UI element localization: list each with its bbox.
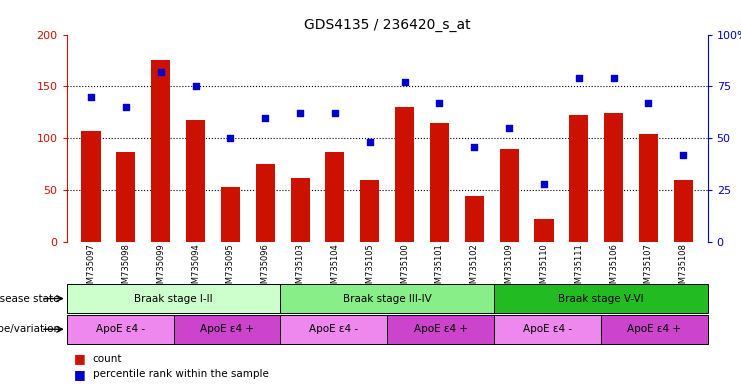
- Point: [677, 152, 689, 158]
- Point: [503, 125, 515, 131]
- Point: [225, 135, 236, 141]
- Text: percentile rank within the sample: percentile rank within the sample: [93, 369, 268, 379]
- Bar: [639, 134, 658, 242]
- Point: [190, 83, 202, 89]
- Bar: [601, 315, 708, 344]
- Text: ApoE ε4 -: ApoE ε4 -: [309, 324, 359, 334]
- Text: ApoE ε4 -: ApoE ε4 -: [96, 324, 144, 334]
- Bar: [280, 315, 387, 344]
- Text: disease state: disease state: [0, 293, 63, 304]
- Bar: [67, 284, 280, 313]
- Bar: [569, 116, 588, 242]
- Bar: [173, 315, 280, 344]
- Text: ApoE ε4 +: ApoE ε4 +: [413, 324, 468, 334]
- Point: [468, 144, 480, 150]
- Point: [85, 94, 97, 100]
- Bar: [256, 164, 275, 242]
- Text: ■: ■: [74, 353, 86, 366]
- Bar: [82, 131, 101, 242]
- Bar: [395, 107, 414, 242]
- Bar: [604, 113, 623, 242]
- Point: [573, 75, 585, 81]
- Bar: [494, 284, 708, 313]
- Text: Braak stage V-VI: Braak stage V-VI: [558, 293, 644, 304]
- Bar: [465, 196, 484, 242]
- Text: ApoE ε4 -: ApoE ε4 -: [523, 324, 572, 334]
- Bar: [430, 123, 449, 242]
- Bar: [67, 315, 173, 344]
- Bar: [186, 119, 205, 242]
- Point: [120, 104, 132, 110]
- Point: [538, 181, 550, 187]
- Bar: [116, 152, 136, 242]
- Text: ■: ■: [74, 368, 86, 381]
- Bar: [499, 149, 519, 242]
- Text: count: count: [93, 354, 122, 364]
- Point: [642, 100, 654, 106]
- Point: [329, 110, 341, 116]
- Point: [259, 114, 271, 121]
- Text: ApoE ε4 +: ApoE ε4 +: [200, 324, 254, 334]
- Bar: [494, 315, 601, 344]
- Point: [433, 100, 445, 106]
- Bar: [151, 61, 170, 242]
- Point: [399, 79, 411, 85]
- Text: Braak stage III-IV: Braak stage III-IV: [343, 293, 431, 304]
- Point: [155, 69, 167, 75]
- Bar: [280, 284, 494, 313]
- Title: GDS4135 / 236420_s_at: GDS4135 / 236420_s_at: [304, 18, 471, 32]
- Bar: [221, 187, 240, 242]
- Point: [364, 139, 376, 146]
- Point: [294, 110, 306, 116]
- Bar: [290, 178, 310, 242]
- Bar: [534, 219, 554, 242]
- Point: [608, 75, 619, 81]
- Text: genotype/variation: genotype/variation: [0, 324, 63, 334]
- Bar: [325, 152, 345, 242]
- Text: Braak stage I-II: Braak stage I-II: [134, 293, 213, 304]
- Bar: [360, 180, 379, 242]
- Text: ApoE ε4 +: ApoE ε4 +: [627, 324, 681, 334]
- Bar: [674, 180, 693, 242]
- Bar: [387, 315, 494, 344]
